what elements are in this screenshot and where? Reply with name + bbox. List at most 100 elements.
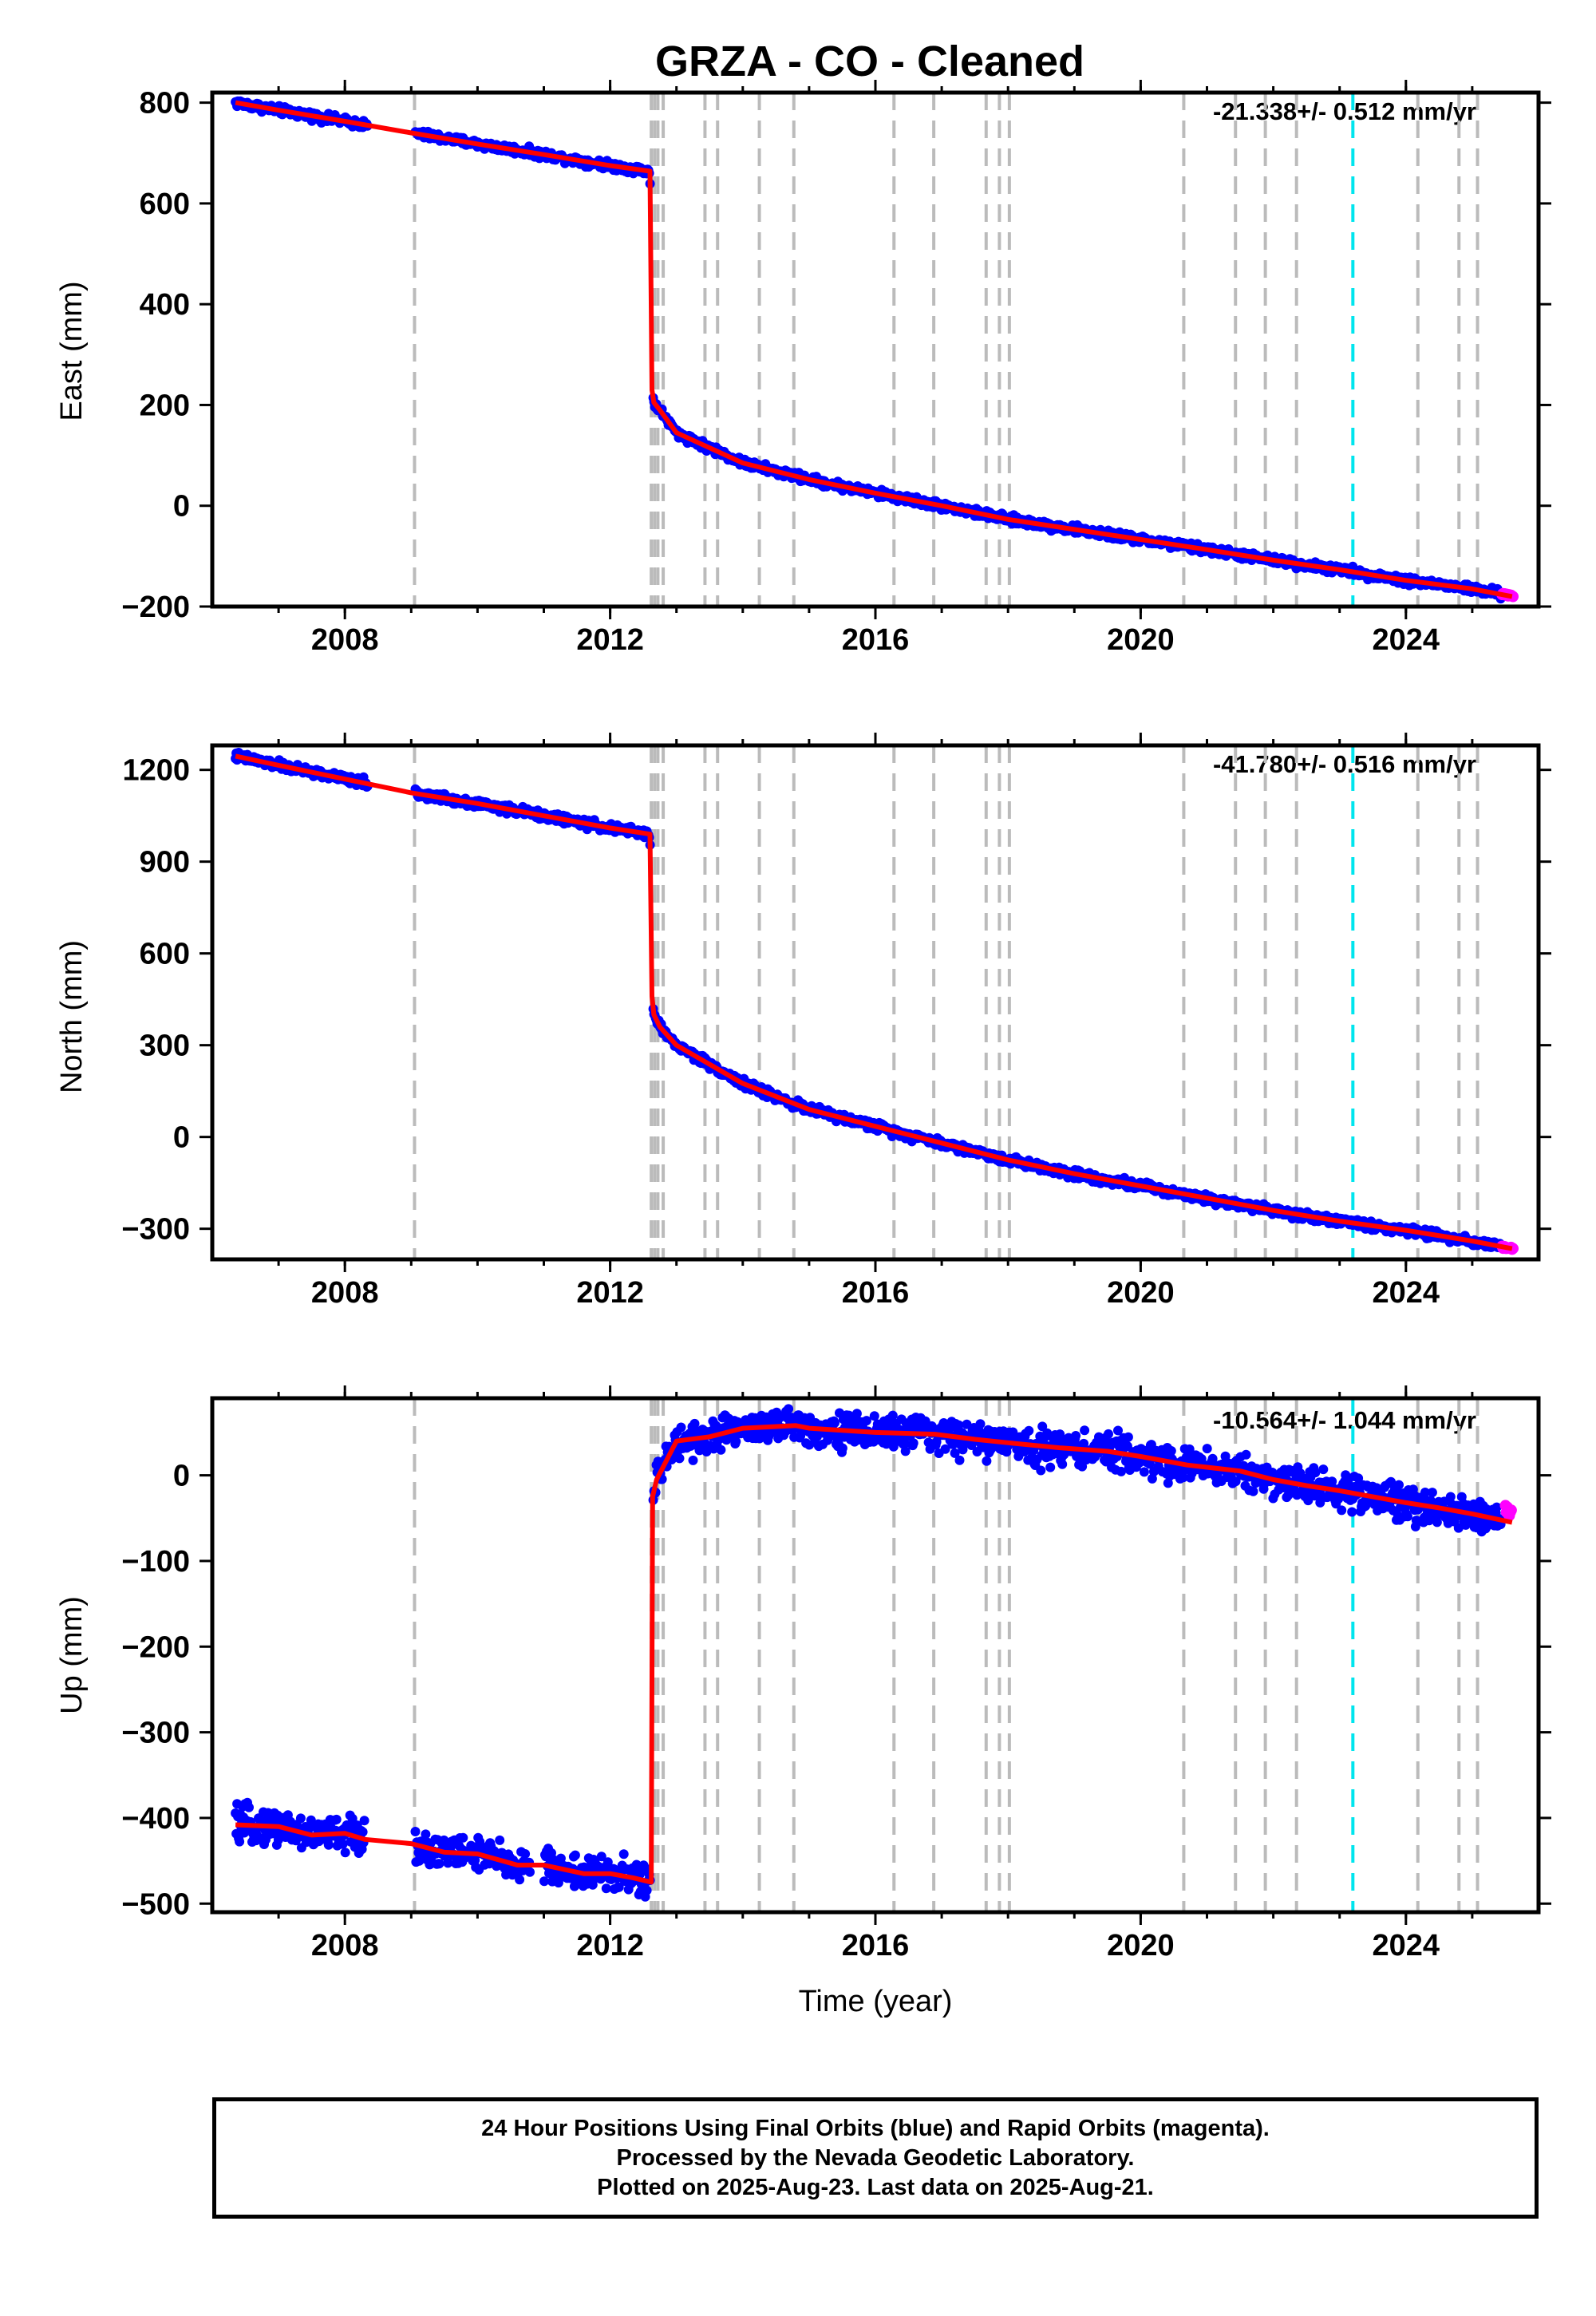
up-point — [1123, 1432, 1133, 1442]
north-y-tick-label: 0 — [173, 1121, 190, 1155]
up-point — [1139, 1467, 1149, 1477]
up-point — [1347, 1507, 1357, 1517]
up-point — [338, 1839, 348, 1849]
north-final-orbit-points — [231, 748, 1507, 1252]
up-y-tick-label: −300 — [121, 1717, 190, 1750]
up-point — [1037, 1421, 1048, 1432]
up-point — [340, 1848, 350, 1858]
up-point — [1453, 1523, 1464, 1533]
up-point — [470, 1855, 480, 1865]
north-y-tick-label: −300 — [121, 1213, 190, 1247]
east-y-tick-label: 0 — [173, 490, 190, 524]
up-point — [1045, 1462, 1056, 1472]
up-point — [950, 1448, 960, 1458]
up-x-tick-label: 2012 — [576, 1929, 644, 1962]
north-axis-label: North (mm) — [55, 940, 89, 1093]
up-point — [475, 1836, 485, 1847]
up-point — [1432, 1517, 1442, 1528]
up-y-tick-label: −100 — [121, 1545, 190, 1579]
north-y-tick-label: 300 — [140, 1030, 190, 1063]
up-point — [1024, 1425, 1034, 1436]
up-point — [347, 1813, 358, 1824]
up-point — [731, 1437, 741, 1447]
up-axis-label: Up (mm) — [55, 1596, 89, 1714]
footer-box: 24 Hour Positions Using Final Orbits (bl… — [212, 2097, 1539, 2219]
east-x-tick-label: 2012 — [576, 623, 644, 657]
north-y-tick-label: 900 — [140, 846, 190, 879]
up-point — [869, 1411, 879, 1421]
up-y-tick-label: −200 — [121, 1630, 190, 1664]
up-point — [982, 1456, 992, 1466]
up-point — [1241, 1449, 1251, 1460]
up-frame — [210, 1396, 1541, 1915]
up-point — [1080, 1425, 1090, 1436]
up-x-tick-label: 2024 — [1373, 1929, 1440, 1962]
up-point — [515, 1875, 525, 1885]
up-point — [1337, 1505, 1347, 1516]
east-y-tick-label: 400 — [140, 288, 190, 322]
up-point — [851, 1409, 862, 1419]
east-panel: East (mm) -21.338+/- 0.512 mm/yr 2008 201… — [55, 80, 1551, 657]
up-point — [1353, 1473, 1364, 1484]
east-x-tick-label: 2020 — [1107, 623, 1175, 657]
east-final-orbit-points — [231, 96, 1507, 604]
up-point — [1491, 1502, 1502, 1512]
up-x-tick-label: 2008 — [311, 1929, 379, 1962]
north-x-tick-label: 2012 — [576, 1276, 644, 1310]
chart-title: GRZA - CO - Cleaned — [655, 38, 1084, 85]
up-point — [295, 1813, 306, 1824]
up-point — [1386, 1476, 1396, 1487]
up-point — [1411, 1516, 1421, 1526]
east-y-tick-label: 800 — [140, 87, 190, 121]
up-point — [439, 1835, 449, 1845]
up-point — [570, 1850, 580, 1860]
up-point — [1144, 1459, 1155, 1469]
up-point — [1104, 1429, 1113, 1439]
up-point — [1079, 1438, 1089, 1448]
up-point — [421, 1829, 431, 1840]
up-rate-label: -10.564+/- 1.044 mm/yr — [1213, 1406, 1476, 1434]
east-plot-area — [231, 93, 1519, 607]
up-point — [900, 1446, 911, 1456]
up-point — [331, 1814, 342, 1824]
up-point — [443, 1858, 453, 1868]
up-point — [618, 1849, 629, 1860]
up-point — [1036, 1465, 1046, 1476]
up-point — [1113, 1425, 1123, 1436]
up-point — [1445, 1492, 1456, 1502]
up-point — [553, 1878, 563, 1888]
up-point — [1178, 1472, 1188, 1483]
up-point — [555, 1853, 566, 1863]
up-point — [1196, 1454, 1207, 1464]
up-point — [1394, 1480, 1404, 1490]
up-point — [1071, 1431, 1081, 1441]
up-point — [601, 1883, 611, 1894]
up-rapid-point — [1505, 1504, 1517, 1516]
up-point — [887, 1410, 898, 1421]
up-point — [1318, 1464, 1329, 1475]
up-point — [962, 1419, 972, 1429]
up-model-line — [235, 1423, 1513, 1885]
up-point — [837, 1443, 847, 1453]
north-y-tick-label: 1200 — [122, 754, 190, 788]
up-y-tick-label: −500 — [121, 1887, 190, 1921]
up-point — [674, 1453, 685, 1464]
north-frame — [210, 743, 1541, 1262]
up-point — [239, 1828, 250, 1838]
up-point — [676, 1422, 686, 1433]
east-model-line — [235, 100, 1513, 599]
north-rate-label: -41.780+/- 0.516 mm/yr — [1213, 750, 1476, 778]
up-point — [358, 1827, 368, 1837]
up-point — [830, 1417, 839, 1428]
x-axis-label: Time (year) — [799, 1985, 953, 2018]
up-point — [899, 1438, 910, 1448]
figure: GRZA - CO - Cleaned East (mm) -21.338+/-… — [55, 38, 1551, 2018]
north-plot-area — [231, 745, 1519, 1259]
up-final-orbit-points — [231, 1404, 1507, 1902]
east-x-tick-label: 2016 — [842, 623, 910, 657]
north-panel: North (mm) -41.780+/- 0.516 mm/yr 2008 20… — [55, 733, 1551, 1310]
footer-line-1: 24 Hour Positions Using Final Orbits (bl… — [481, 2115, 1270, 2141]
up-point — [716, 1445, 726, 1455]
east-y-tick-label: 200 — [140, 389, 190, 422]
up-point — [784, 1404, 794, 1414]
